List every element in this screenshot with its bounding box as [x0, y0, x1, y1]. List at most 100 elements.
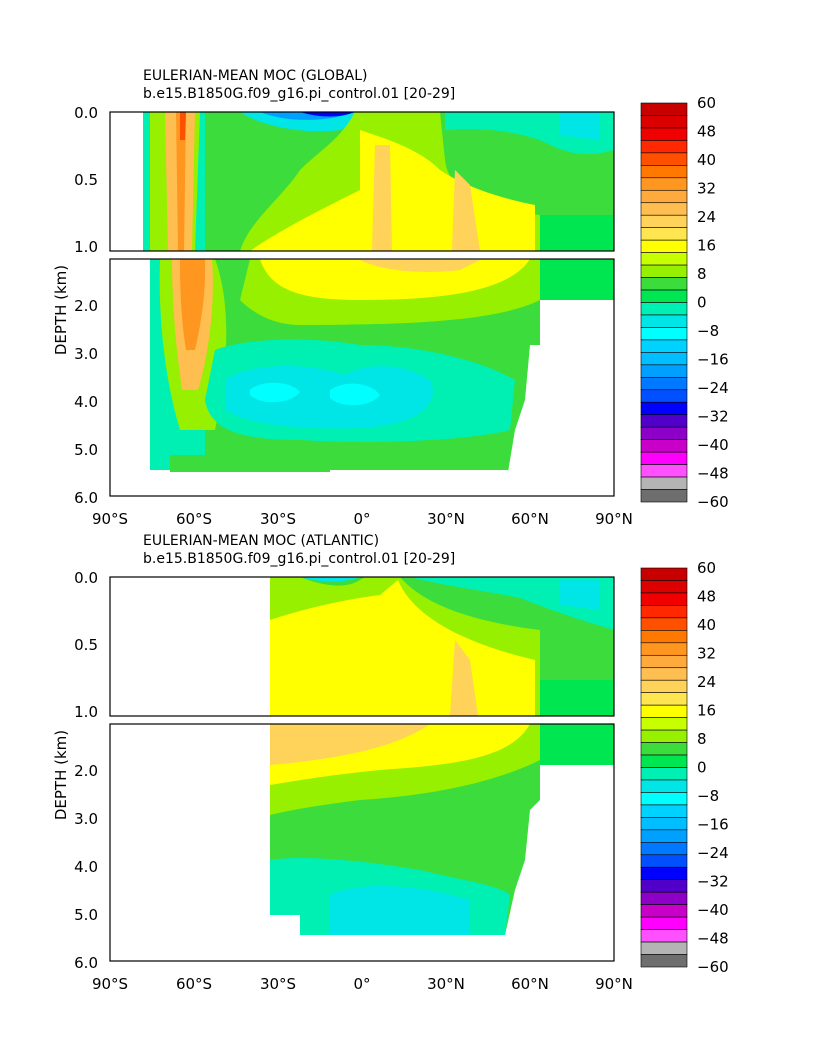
global-lower-field: [110, 259, 614, 496]
colorbar-swatch: [640, 414, 688, 428]
colorbar-swatch: [640, 891, 688, 905]
colorbar-swatch: [640, 904, 688, 918]
colorbar-swatch: [640, 729, 688, 743]
y-tick-label: 4.0: [74, 393, 98, 411]
colorbar-swatch: [640, 252, 688, 266]
colorbar-label: 32: [697, 180, 716, 198]
colorbar-swatch: [640, 692, 688, 706]
colorbar-swatch: [640, 364, 688, 378]
x-tick-label: 90°S: [92, 510, 128, 528]
y-tick-label: 1.0: [74, 238, 98, 256]
colorbar-swatch: [640, 916, 688, 930]
colorbar-swatch: [640, 127, 688, 141]
atlantic-lower-field: [110, 724, 614, 961]
global-x-ticks: 90°S 60°S 30°S 0° 30°N 60°N 90°N: [92, 510, 633, 528]
colorbar-label: 0: [697, 294, 707, 312]
colorbar-swatch: [640, 339, 688, 353]
x-tick-label: 0°: [353, 975, 370, 993]
atlantic-y-ticks: 0.0 0.5 1.0 2.0 3.0 4.0 5.0 6.0: [74, 569, 98, 972]
colorbar-swatch: [640, 451, 688, 465]
colorbar-swatch: [640, 352, 688, 366]
colorbar-label: −8: [697, 322, 719, 340]
colorbar-swatch: [640, 854, 688, 868]
y-tick-label: 3.0: [74, 345, 98, 363]
colorbar-label: −48: [697, 930, 729, 948]
colorbar-swatch: [640, 592, 688, 606]
colorbar-swatch: [640, 667, 688, 681]
y-tick-label: 0.5: [74, 171, 98, 189]
colorbar-swatch: [640, 165, 688, 179]
x-tick-label: 30°N: [427, 975, 465, 993]
colorbar-swatch: [640, 264, 688, 278]
colorbar-swatch: [640, 115, 688, 129]
colorbar-label: 48: [697, 123, 716, 141]
colorbar-swatch: [640, 617, 688, 631]
atlantic-panel: EULERIAN-MEAN MOC (ATLANTIC) b.e15.B1850…: [52, 533, 633, 993]
x-tick-label: 30°S: [260, 975, 296, 993]
colorbar-label: 40: [697, 616, 716, 634]
colorbar-label: −40: [697, 901, 729, 919]
atlantic-title: EULERIAN-MEAN MOC (ATLANTIC): [143, 533, 379, 549]
x-tick-label: 60°N: [511, 510, 549, 528]
colorbar-label: 40: [697, 151, 716, 169]
colorbar-label: 60: [697, 94, 716, 112]
x-tick-label: 30°N: [427, 510, 465, 528]
colorbar-swatch: [640, 327, 688, 341]
colorbar-swatch: [640, 704, 688, 718]
global-upper-field: [110, 112, 614, 251]
x-tick-label: 90°N: [595, 975, 633, 993]
colorbar-swatch: [640, 464, 688, 478]
colorbar-swatch: [640, 567, 688, 581]
y-tick-label: 5.0: [74, 906, 98, 924]
colorbar-label: −8: [697, 787, 719, 805]
colorbar-swatch: [640, 239, 688, 253]
colorbar-label: 60: [697, 559, 716, 577]
colorbar-swatch: [640, 767, 688, 781]
colorbar-swatch: [640, 401, 688, 416]
atlantic-x-ticks: 90°S 60°S 30°S 0° 30°N 60°N 90°N: [92, 975, 633, 993]
x-tick-label: 60°N: [511, 975, 549, 993]
colorbar-swatch: [640, 654, 688, 669]
colorbar-swatch: [640, 829, 688, 843]
colorbar-swatch: [640, 227, 688, 241]
colorbar-swatch: [640, 189, 688, 204]
colorbar-swatch: [640, 177, 688, 191]
colorbar-label: −16: [697, 816, 729, 834]
global-y-ticks: 0.0 0.5 1.0 2.0 3.0 4.0 5.0 6.0: [74, 104, 98, 507]
y-tick-label: 0.5: [74, 636, 98, 654]
global-subtitle: b.e15.B1850G.f09_g16.pi_control.01 [20-2…: [143, 86, 455, 102]
y-tick-label: 6.0: [74, 954, 98, 972]
colorbar-swatch: [640, 941, 688, 955]
colorbar-swatch: [640, 866, 688, 881]
colorbar-swatch: [640, 605, 688, 619]
y-tick-label: 2.0: [74, 762, 98, 780]
colorbar-swatch: [640, 277, 688, 291]
colorbar-swatch: [640, 929, 688, 943]
atlantic-y-axis-label: DEPTH (km): [52, 730, 70, 820]
global-title: EULERIAN-MEAN MOC (GLOBAL): [143, 68, 368, 84]
colorbar-swatch: [640, 742, 688, 756]
colorbar-label: −16: [697, 351, 729, 369]
colorbar-swatch: [640, 879, 688, 893]
x-tick-label: 30°S: [260, 510, 296, 528]
y-tick-label: 0.0: [74, 104, 98, 122]
colorbar-swatch: [640, 754, 688, 768]
colorbar-swatch: [640, 202, 688, 216]
colorbar-label: 16: [697, 237, 716, 255]
y-tick-label: 0.0: [74, 569, 98, 587]
x-tick-label: 60°S: [176, 510, 212, 528]
colorbar-swatch: [640, 779, 688, 793]
colorbar-swatch: [640, 377, 688, 391]
global-panel: EULERIAN-MEAN MOC (GLOBAL) b.e15.B1850G.…: [52, 68, 633, 528]
colorbar-swatch: [640, 792, 688, 806]
colorbar-label: −32: [697, 408, 729, 426]
colorbar-swatch: [640, 314, 688, 328]
y-tick-label: 6.0: [74, 489, 98, 507]
colorbar-label: 0: [697, 759, 707, 777]
colorbar-swatch: [640, 580, 688, 594]
colorbar-label: −24: [697, 379, 729, 397]
colorbar-label: 24: [697, 208, 716, 226]
atlantic-subtitle: b.e15.B1850G.f09_g16.pi_control.01 [20-2…: [143, 551, 455, 567]
colorbar-swatch: [640, 817, 688, 831]
